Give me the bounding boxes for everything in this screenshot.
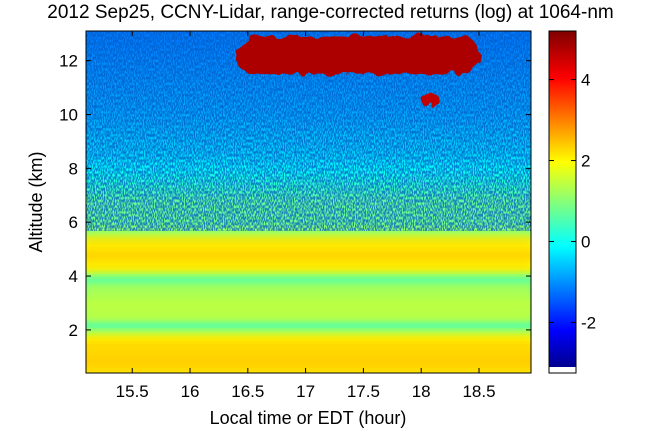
x-tick-label: 18: [412, 382, 431, 401]
colorbar: [549, 31, 576, 367]
heatmap-row: [86, 327, 531, 331]
feature-cirrus: [421, 92, 439, 107]
x-tick-label: 17: [296, 382, 315, 401]
colorbar-tick-label: 4: [581, 71, 590, 90]
heatmap-row: [86, 324, 531, 328]
feature-cirrus: [236, 36, 479, 75]
heatmap-row: [86, 232, 531, 237]
heatmap-row: [86, 230, 531, 234]
plot-area: [86, 31, 531, 373]
heatmap-row: [86, 270, 531, 274]
plot-frame: [85, 30, 532, 374]
x-tick-label: 15.5: [116, 382, 149, 401]
feature-boundary-layer: [86, 335, 531, 373]
colorbar-tick-label: 0: [581, 233, 590, 252]
y-tick-label: 4: [69, 267, 78, 286]
colorbar-bottom-pad: [549, 367, 576, 373]
y-tick-label: 12: [59, 52, 78, 71]
x-axis-label: Local time or EDT (hour): [210, 408, 407, 428]
colorbar-tick-label: -2: [581, 313, 596, 332]
x-tick-label: 17.5: [347, 382, 380, 401]
x-tick-label: 18.5: [462, 382, 495, 401]
heatmap-row: [86, 278, 531, 283]
y-axis-label: Altitude (km): [26, 151, 46, 252]
heatmap-row: [86, 273, 531, 277]
chart-title: 2012 Sep25, CCNY-Lidar, range-corrected …: [47, 2, 614, 23]
heatmap-row: [86, 276, 531, 280]
heatmap-row: [86, 321, 531, 326]
feature-aerosol-layer: [86, 235, 531, 271]
y-tick-label: 2: [69, 321, 78, 340]
y-tick-label: 6: [69, 213, 78, 232]
x-tick-label: 16.5: [231, 382, 264, 401]
heatmap-row: [86, 281, 531, 285]
colorbar-frame: [548, 30, 577, 374]
y-tick-label: 8: [69, 159, 78, 178]
feature-aerosol-layer: [86, 284, 531, 322]
colorbar-tick-label: 2: [581, 152, 590, 171]
heatmap-row: [86, 332, 531, 336]
x-tick-label: 16: [181, 382, 200, 401]
y-tick-label: 10: [59, 105, 78, 124]
heatmap-row: [86, 329, 531, 334]
